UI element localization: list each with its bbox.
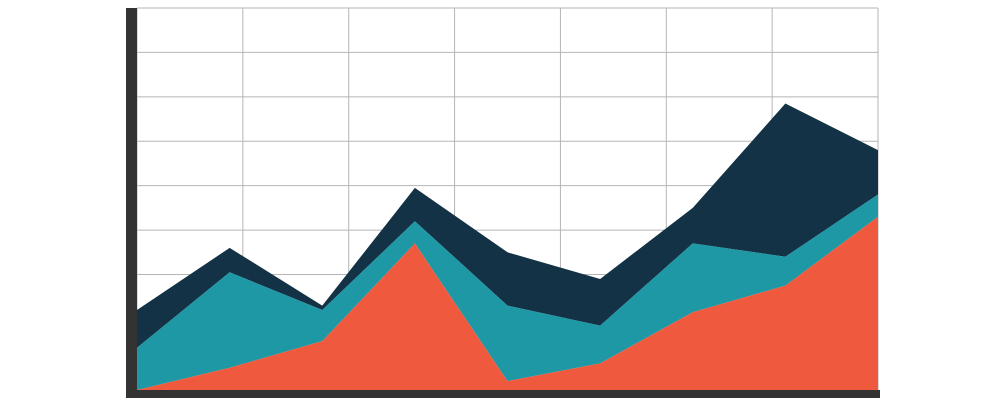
- y-axis: [126, 8, 137, 398]
- areas: [137, 103, 878, 390]
- x-axis: [126, 390, 880, 398]
- area: [137, 103, 878, 348]
- area: [137, 216, 878, 390]
